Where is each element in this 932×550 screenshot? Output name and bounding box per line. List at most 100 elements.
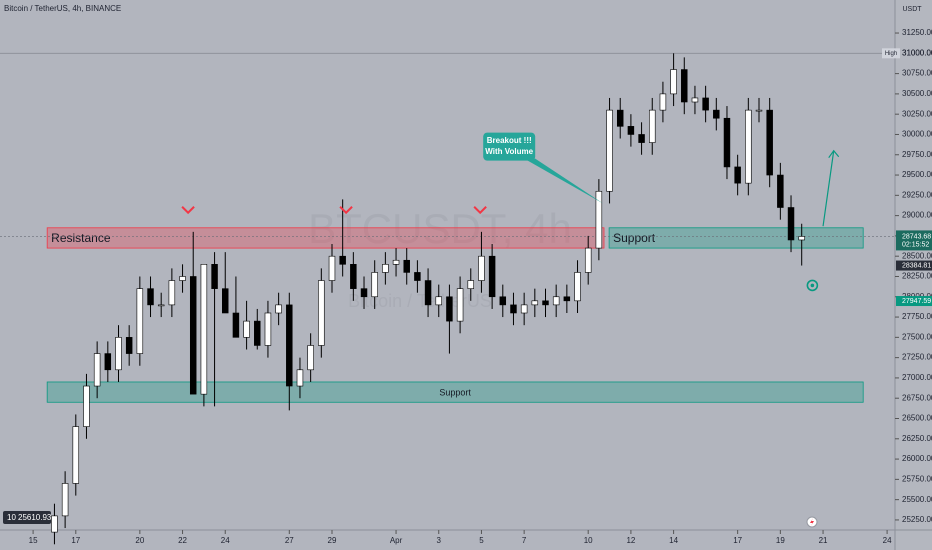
x-tick-label: 17: [733, 536, 742, 545]
y-tick-label: 26750.00: [902, 393, 932, 402]
countdown: 02:15:52: [902, 241, 929, 248]
candle-body: [766, 109, 773, 176]
candle-body: [115, 337, 122, 371]
candle-body: [542, 300, 549, 306]
y-tick-label: 27500.00: [902, 332, 932, 341]
candle-body: [681, 69, 688, 103]
y-tick-label: 27000.00: [902, 373, 932, 382]
candle-body: [638, 134, 645, 143]
candle-body: [179, 276, 186, 281]
zone: [46, 227, 605, 249]
zone-label: Support: [439, 387, 471, 397]
x-tick-label: 5: [479, 536, 484, 545]
candle-body: [552, 296, 560, 306]
chevron: [181, 206, 195, 215]
candle-body: [595, 190, 603, 249]
candle-body: [93, 353, 101, 387]
candle-body: [627, 126, 635, 135]
candle-body: [488, 255, 496, 298]
candle-body: [125, 337, 133, 354]
candle-body: [286, 304, 293, 387]
candle-body: [371, 272, 378, 298]
chevron: [473, 206, 487, 215]
candle-body: [307, 345, 314, 371]
y-tick-label: 29000.00: [902, 211, 932, 220]
x-tick-label: Apr: [390, 536, 403, 545]
target-dot: [810, 283, 815, 288]
callout-pointer: [524, 158, 604, 204]
watermark: BTCUSDT, 4h: [308, 205, 572, 252]
price-label-box: [896, 296, 932, 307]
zone: [608, 227, 864, 249]
candle-body: [777, 174, 784, 208]
zone-label: Support: [613, 231, 656, 245]
y-tick-label: 30500.00: [902, 89, 932, 98]
left-label-box: [3, 511, 51, 524]
candle-body: [563, 296, 571, 302]
candle-body: [424, 280, 432, 306]
y-tick-label: 30000.00: [902, 130, 932, 139]
x-tick-label: 21: [819, 536, 828, 545]
x-tick-label: 14: [669, 536, 678, 545]
candle-body: [755, 109, 763, 112]
y-tick-label: 25250.00: [902, 515, 932, 524]
y-tick-label: 25500.00: [902, 495, 932, 504]
target-marker: [806, 279, 819, 292]
x-tick-label: 24: [883, 536, 892, 545]
candle-body: [435, 296, 442, 306]
candle-body: [264, 312, 272, 346]
x-tick-label: 24: [221, 536, 230, 545]
y-tick-label: 28250.00: [902, 272, 932, 281]
candle-body: [691, 97, 699, 103]
candle-body: [83, 385, 90, 427]
candle-body: [104, 353, 112, 371]
price-label: 27947.59: [902, 298, 931, 305]
y-tick-label: 28500.00: [902, 251, 932, 260]
candle-body: [713, 109, 720, 119]
high-label: 31000.00: [902, 48, 932, 57]
price-label-box: [896, 260, 932, 271]
y-tick-label: 27750.00: [902, 312, 932, 321]
event-bolt: [810, 518, 814, 526]
x-tick-label: 20: [135, 536, 144, 545]
candle-body: [392, 259, 400, 265]
x-tick-label: 10: [584, 536, 593, 545]
arrow-head: [828, 149, 840, 159]
candle-body: [51, 515, 58, 533]
candle-body: [574, 272, 581, 302]
x-tick-label: 3: [437, 536, 442, 545]
y-tick-label: 26000.00: [902, 454, 932, 463]
candle-body: [403, 259, 410, 273]
candle-body: [510, 304, 517, 314]
candle-body: [606, 109, 613, 192]
candle-body: [787, 207, 795, 241]
candle-body: [467, 280, 475, 289]
plot-area: [0, 0, 895, 530]
candle-body: [157, 304, 165, 307]
candle-body: [147, 288, 154, 306]
candle-body: [136, 288, 144, 354]
y-tick-label: 26500.00: [902, 414, 932, 423]
callout-box: [483, 132, 536, 161]
candle-body: [446, 296, 453, 322]
candle-body: [520, 304, 528, 314]
candle-body: [211, 264, 218, 289]
candle-body: [61, 483, 69, 517]
y-tick-label: 26250.00: [902, 434, 932, 443]
last-price-box: [896, 230, 932, 251]
candle-body: [200, 264, 208, 395]
candle-body: [734, 166, 741, 184]
y-tick-label: 27250.00: [902, 353, 932, 362]
candle-body: [350, 264, 357, 289]
y-tick-label: 29500.00: [902, 170, 932, 179]
candle-body: [659, 93, 667, 111]
candle-body: [478, 255, 485, 281]
arrow: [822, 150, 835, 227]
candle-body: [360, 288, 368, 298]
candle-body: [222, 288, 229, 314]
x-tick-label: 15: [29, 536, 38, 545]
high-tag: High: [885, 51, 897, 57]
x-tick-label: 22: [178, 536, 187, 545]
left-label-count: 10: [7, 513, 16, 522]
